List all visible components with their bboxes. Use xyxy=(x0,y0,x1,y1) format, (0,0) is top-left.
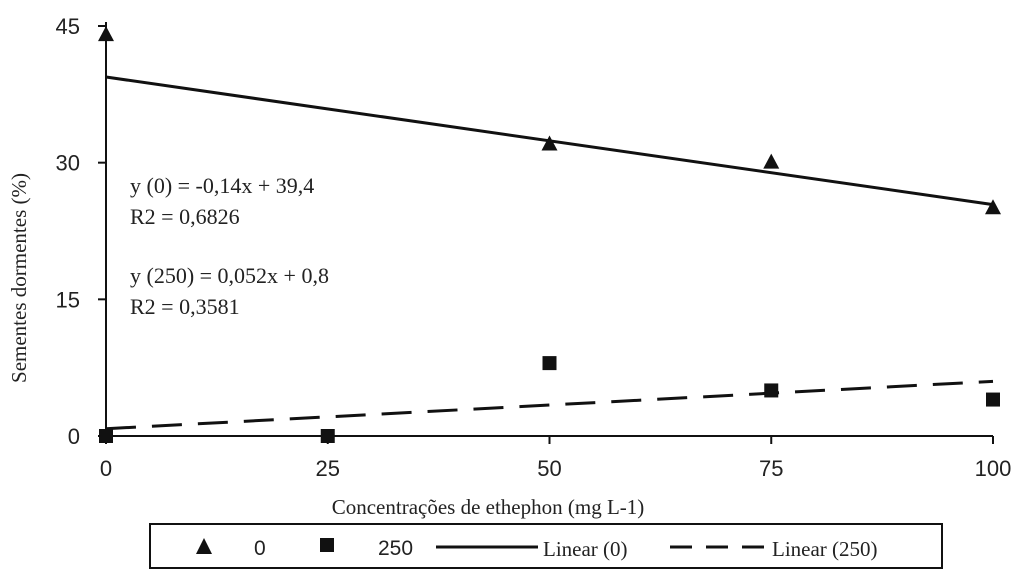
data-points xyxy=(98,26,1001,443)
y-tick-label: 15 xyxy=(56,287,80,312)
y-tick-label: 45 xyxy=(56,14,80,39)
x-tick-label: 75 xyxy=(759,456,783,481)
annotation-eq-250: y (250) = 0,052x + 0,8 xyxy=(130,263,329,288)
point-series-0 xyxy=(98,26,114,42)
point-series-250 xyxy=(99,429,113,443)
x-axis-title: Concentrações de ethephon (mg L-1) xyxy=(332,495,645,519)
point-series-0 xyxy=(763,153,780,169)
legend-label-linear-0: Linear (0) xyxy=(543,537,628,561)
y-axis-title: Sementes dormentes (%) xyxy=(7,173,31,383)
annotation-r2-0: R2 = 0,6826 xyxy=(130,204,240,229)
point-series-0 xyxy=(985,199,1001,215)
point-series-250 xyxy=(986,392,1000,407)
legend-label-linear-250: Linear (250) xyxy=(772,537,878,561)
legend-marker-250 xyxy=(320,538,334,552)
x-tick-label: 50 xyxy=(537,456,561,481)
trendline-linear-250 xyxy=(105,379,994,431)
point-series-0 xyxy=(541,135,558,151)
legend-marker-0 xyxy=(196,538,212,554)
x-tick-label: 0 xyxy=(100,456,112,481)
x-tick-label: 25 xyxy=(316,456,340,481)
x-ticks: 0 25 50 75 100 xyxy=(100,436,1011,481)
y-ticks: 0 15 30 45 xyxy=(56,14,106,449)
annotation-r2-250: R2 = 0,3581 xyxy=(130,294,240,319)
legend-label-0: 0 xyxy=(254,537,266,560)
y-tick-label: 30 xyxy=(56,151,80,176)
x-tick-label: 100 xyxy=(975,456,1012,481)
legend: 0 250 Linear (0) Linear (250) xyxy=(149,523,943,569)
legend-box xyxy=(149,523,943,569)
y-tick-label: 0 xyxy=(68,424,80,449)
point-series-250 xyxy=(320,429,335,443)
point-series-250 xyxy=(542,356,557,371)
trendlines xyxy=(105,75,994,431)
axes xyxy=(105,22,993,437)
point-series-250 xyxy=(764,383,779,398)
legend-label-250: 250 xyxy=(378,537,413,560)
annotation-eq-0: y (0) = -0,14x + 39,4 xyxy=(130,173,314,198)
